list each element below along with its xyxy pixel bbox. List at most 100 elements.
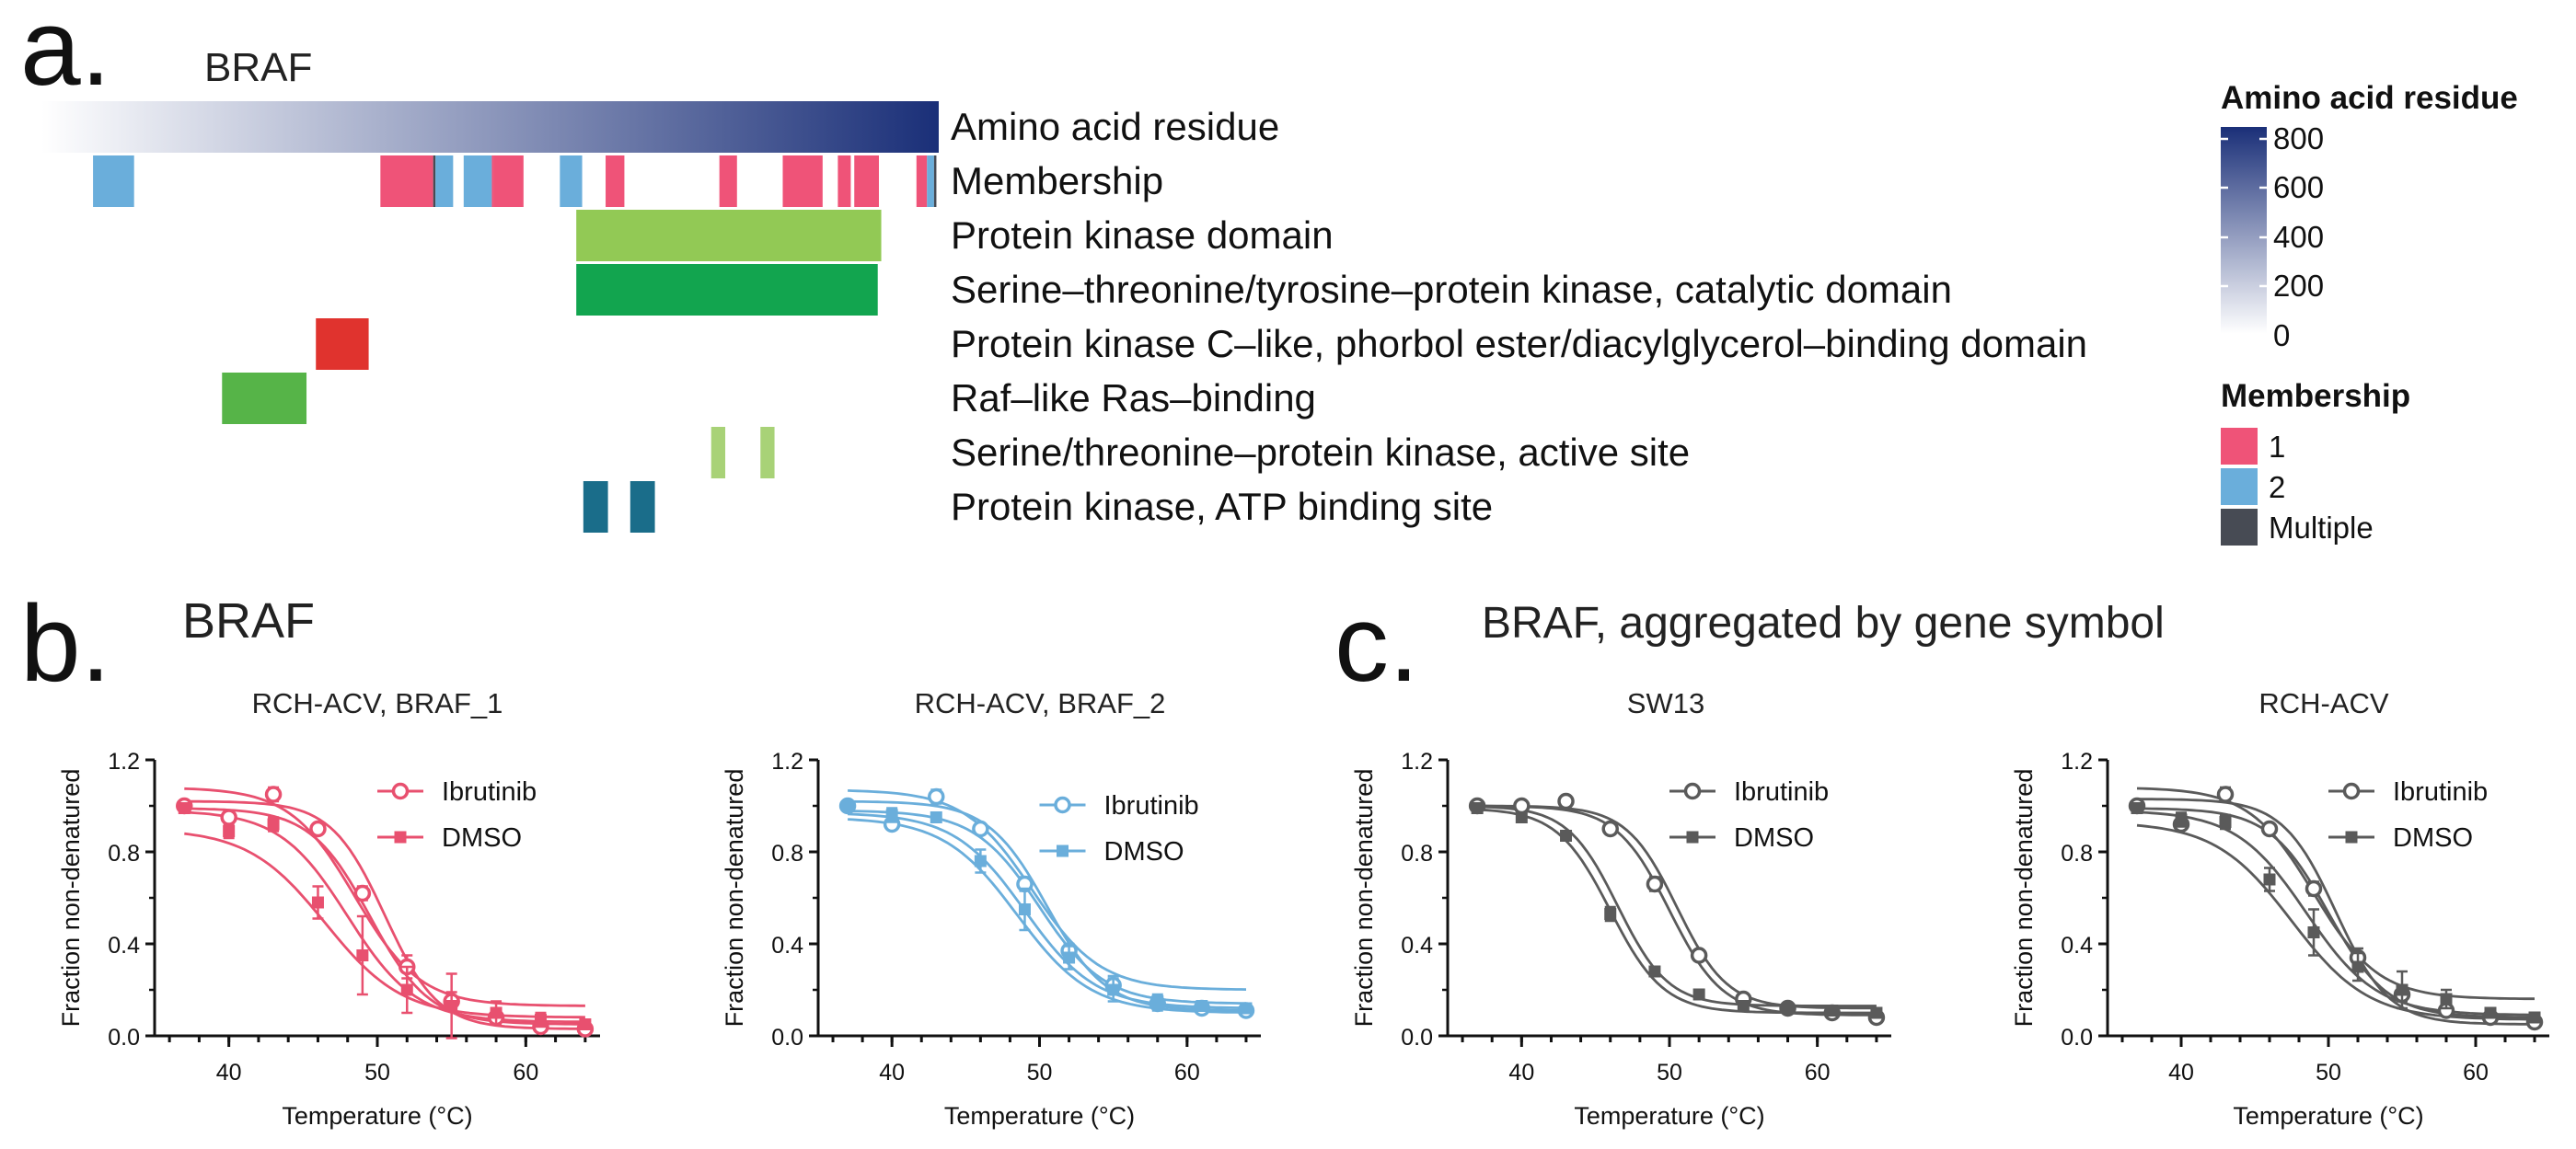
data-point: [2528, 1011, 2541, 1024]
domain-segment: [760, 427, 775, 478]
data-point: [2219, 816, 2232, 828]
y-tick-label: 0.8: [771, 841, 803, 867]
x-tick-label: 60: [513, 1060, 538, 1086]
membership-legend-label-1: 1: [2269, 430, 2285, 464]
domain-segment: [630, 481, 655, 533]
fit-curve: [1477, 808, 1877, 1015]
fit-curve: [848, 818, 1247, 1014]
data-point: [2305, 879, 2323, 898]
y-tick-label: 1.2: [2061, 749, 2093, 775]
residue-legend-title: Amino acid residue: [2221, 80, 2518, 116]
data-point: [1240, 1002, 1253, 1015]
membership-legend-label-2: 2: [2269, 470, 2285, 504]
membership-segment: [916, 155, 928, 207]
membership-segment: [433, 155, 436, 207]
data-point: [356, 949, 369, 961]
fit-curve: [848, 810, 1246, 1005]
fit-curve: [1477, 804, 1877, 1017]
y-tick-label: 0.4: [2061, 933, 2093, 959]
membership-segment: [463, 155, 492, 207]
data-point: [1560, 830, 1573, 842]
fit-curve: [2136, 787, 2535, 1001]
data-point: [1196, 1000, 1208, 1012]
x-tick-label: 50: [2316, 1060, 2341, 1086]
y-tick-label: 0.8: [1401, 841, 1433, 867]
y-tick-label: 0.0: [771, 1025, 803, 1051]
legend-marker: [2342, 782, 2361, 800]
track-label-protein-kinase-domain: Protein kinase domain: [951, 213, 1334, 257]
legend-label: Ibrutinib: [442, 777, 537, 807]
legend-marker: [1686, 831, 1699, 844]
y-tick-label: 1.2: [108, 749, 140, 775]
data-point: [178, 802, 191, 814]
y-tick-label: 0.0: [108, 1025, 140, 1051]
data-point: [2484, 1006, 2497, 1019]
data-point: [1826, 1005, 1839, 1017]
legend-marker: [1683, 782, 1702, 800]
y-tick-label: 0.8: [108, 841, 140, 867]
panel-letter-b: b.: [20, 583, 110, 705]
residue-legend: Amino acid residue 800 600 400 200 0: [2221, 80, 2518, 352]
y-tick-label: 0.0: [1401, 1025, 1433, 1051]
domain-segment: [710, 427, 726, 478]
track-label-raf-ras-binding: Raf–like Ras–binding: [951, 376, 1316, 419]
data-point: [2260, 820, 2279, 838]
track-label-atp-binding-site: Protein kinase, ATP binding site: [951, 485, 1493, 528]
panel-a: BRAF Amino acid residue Membership Prote…: [41, 45, 2518, 546]
data-point: [579, 1018, 592, 1030]
x-tick-label: 50: [1657, 1060, 1682, 1086]
fit-curve: [184, 832, 585, 1019]
track-label-active-site: Serine/threonine–protein kinase, active …: [951, 431, 1690, 474]
domain-tracks: [222, 210, 882, 533]
track-label-membership: Membership: [951, 159, 1163, 202]
x-tick-label: 50: [1027, 1060, 1053, 1086]
data-point: [220, 809, 237, 826]
data-point: [2263, 873, 2276, 886]
fit-curve: [848, 812, 1247, 1009]
membership-legend-label-multiple: Multiple: [2269, 511, 2374, 545]
data-point: [972, 820, 989, 838]
data-point: [1515, 811, 1528, 823]
plot-title: RCH-ACV, BRAF_2: [915, 687, 1166, 719]
data-point: [2131, 802, 2143, 814]
data-point: [2175, 813, 2188, 826]
track-label-amino-acid-residue: Amino acid residue: [951, 105, 1279, 148]
residue-gradient-bar: [41, 101, 939, 153]
domain-segment: [583, 481, 608, 533]
y-axis-label: Fraction non-denatured: [1350, 769, 1378, 1028]
membership-segment: [435, 155, 454, 207]
data-point: [928, 787, 945, 806]
domain-segment: [316, 318, 369, 370]
membership-segment: [927, 155, 934, 207]
membership-segment: [606, 155, 625, 207]
membership-segment: [93, 155, 134, 207]
membership-legend-swatch-2: [2221, 468, 2258, 505]
data-point: [841, 799, 854, 812]
x-axis-label: Temperature (°C): [944, 1102, 1135, 1130]
plot-title: RCH-ACV: [2258, 687, 2389, 719]
domain-segment: [576, 264, 878, 316]
domain-segment: [222, 373, 307, 424]
x-tick-label: 60: [1805, 1060, 1831, 1086]
data-point: [353, 884, 372, 902]
data-point: [1870, 1006, 1883, 1019]
x-tick-label: 50: [364, 1060, 390, 1086]
membership-legend-swatch-1: [2221, 428, 2258, 465]
panel-c-title: BRAF, aggregated by gene symbol: [1482, 599, 2165, 648]
y-axis-label: Fraction non-denatured: [2010, 769, 2038, 1028]
plot-rch-acv-braf-1: RCH-ACV, BRAF_1 0.0 0.4 0.8 1.2 40 50 60 Tempera…: [57, 687, 600, 1130]
data-point: [490, 1006, 502, 1019]
membership-segment: [782, 155, 823, 207]
membership-legend-swatch-multiple: [2221, 509, 2258, 546]
panel-letter-c: c.: [1334, 583, 1419, 705]
data-point: [1692, 988, 1705, 1001]
legend-label: DMSO: [1734, 823, 1814, 853]
residue-legend-tick-800: 800: [2273, 121, 2324, 155]
legend-label: DMSO: [2393, 823, 2473, 853]
residue-legend-colorbar: [2221, 127, 2267, 334]
fit-curve: [848, 799, 1246, 1012]
x-tick-label: 40: [2168, 1060, 2194, 1086]
legend-label: Ibrutinib: [1104, 791, 1199, 821]
data-point: [1018, 903, 1031, 915]
legend-marker: [1057, 845, 1069, 857]
